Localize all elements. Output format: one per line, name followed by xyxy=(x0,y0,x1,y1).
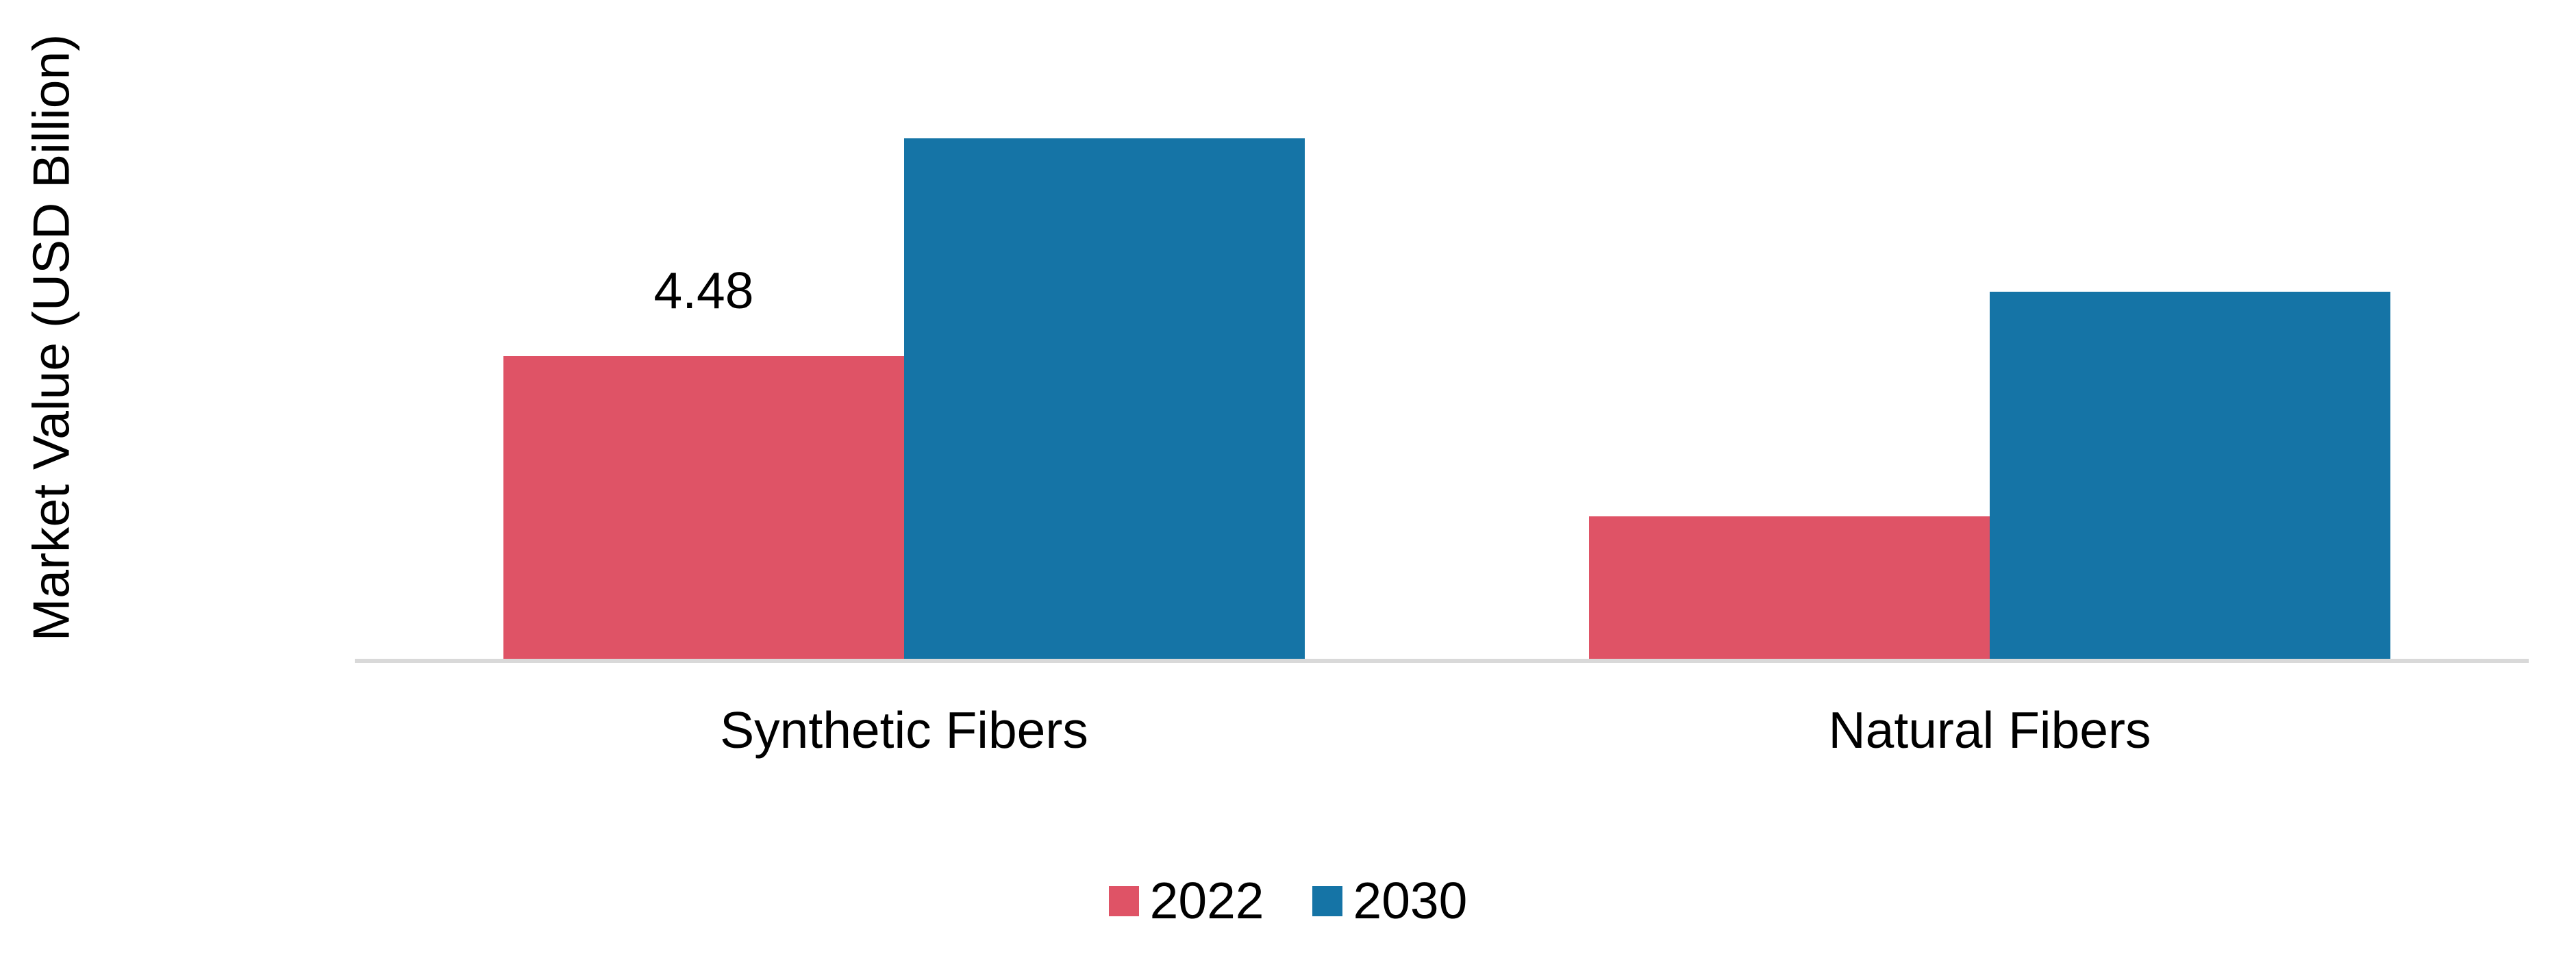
bar-natural-fibers-2030 xyxy=(1990,292,2390,659)
category-label-synthetic-fibers: Synthetic Fibers xyxy=(720,701,1088,759)
bar-synthetic-fibers-2022 xyxy=(503,356,904,659)
legend-label-2030: 2030 xyxy=(1353,872,1468,929)
bar-natural-fibers-2022 xyxy=(1589,516,1990,659)
bar-synthetic-fibers-2030 xyxy=(904,138,1305,659)
legend-label-2022: 2022 xyxy=(1149,872,1264,929)
legend: 2022 2030 xyxy=(0,875,2576,927)
legend-swatch-2030 xyxy=(1312,885,1342,916)
category-label-natural-fibers: Natural Fibers xyxy=(1828,701,2151,759)
x-axis-line xyxy=(355,659,2529,663)
legend-item-2022: 2022 xyxy=(1108,872,1264,929)
legend-item-2030: 2030 xyxy=(1312,872,1468,929)
data-label-synthetic-fibers-2022: 4.48 xyxy=(653,262,754,319)
legend-swatch-2022 xyxy=(1108,885,1139,916)
